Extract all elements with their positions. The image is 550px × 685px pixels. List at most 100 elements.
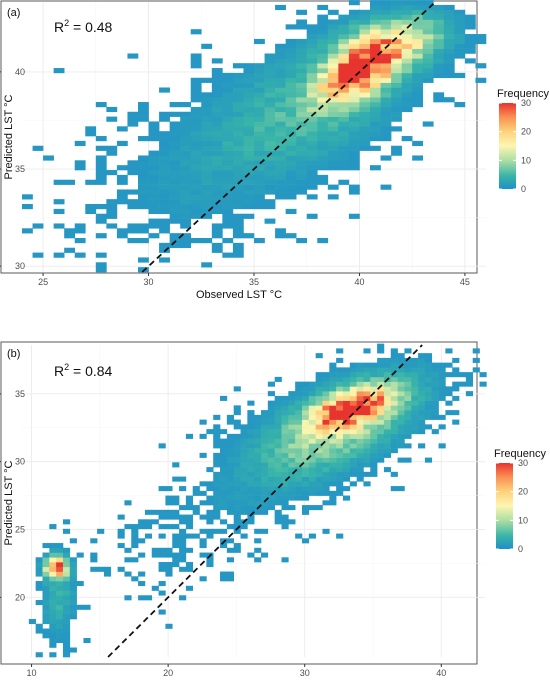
heat-bin [169, 131, 181, 137]
heat-bin [329, 429, 337, 435]
heat-bin [232, 218, 244, 224]
heat-bin [329, 391, 337, 397]
heat-bin [317, 155, 329, 161]
heat-bin [138, 102, 149, 108]
heat-bin [243, 111, 255, 117]
heat-bin [356, 381, 364, 387]
heat-bin [370, 405, 378, 411]
heat-bin [412, 38, 424, 45]
heat-bin [342, 386, 351, 392]
heat-bin [363, 438, 371, 444]
heat-bin [322, 391, 330, 397]
heat-bin [274, 438, 282, 444]
x-tick-label: 30 [144, 277, 154, 287]
heat-bin [431, 362, 439, 368]
heat-bin [180, 184, 192, 190]
heat-bin [254, 443, 262, 449]
heat-bin [342, 381, 351, 387]
heat-bin [243, 155, 255, 161]
heat-bin [169, 194, 181, 200]
heat-bin [327, 126, 339, 132]
heat-bin [62, 638, 71, 644]
heat-bin [308, 414, 316, 420]
heat-bin [443, 14, 455, 20]
heat-bin [349, 414, 357, 420]
heat-bin [329, 433, 337, 439]
heat-bin [281, 433, 289, 439]
heat-bin [359, 82, 371, 88]
heat-bin [315, 372, 323, 378]
heat-bin [103, 571, 112, 577]
heat-bin [412, 34, 424, 40]
heat-bin [32, 223, 44, 229]
heat-bin [404, 419, 412, 425]
heat-bin [359, 9, 371, 15]
heat-bin [329, 414, 337, 420]
heat-bin [267, 471, 275, 477]
heat-bin [380, 106, 392, 113]
heat-bin [179, 514, 187, 520]
heat-bin [380, 82, 392, 88]
heat-bin [296, 116, 308, 122]
heat-bin [370, 14, 381, 20]
heat-bin [281, 395, 289, 401]
heat-bin [338, 38, 350, 45]
heat-bin [254, 77, 265, 83]
heat-bin [295, 471, 303, 477]
heat-bin [380, 53, 392, 59]
heat-bin [53, 199, 65, 205]
heat-bin [317, 58, 329, 64]
heat-bin [359, 68, 371, 74]
heat-bin [322, 481, 330, 487]
r-symbol: R [54, 19, 64, 35]
heat-bin [127, 160, 139, 166]
heat-bin [275, 111, 286, 117]
heat-bin [190, 116, 202, 122]
heat-bin [172, 495, 180, 501]
heat-bin [243, 204, 255, 210]
heat-bin [172, 476, 180, 482]
heat-bin [401, 63, 413, 69]
heat-bin [144, 524, 153, 530]
heat-bin [159, 160, 170, 166]
heat-bin [348, 150, 360, 156]
heat-bin [315, 433, 323, 439]
heat-bin [222, 72, 234, 79]
heat-bin [35, 562, 43, 568]
heat-bin [338, 165, 350, 171]
heat-bin [254, 179, 265, 185]
heat-bin [42, 562, 50, 568]
heat-bin [247, 552, 255, 558]
heat-bin [370, 400, 378, 406]
heat-bin [422, 19, 434, 25]
heat-bin [275, 165, 286, 171]
heat-bin [401, 58, 413, 64]
heat-bin [363, 395, 371, 401]
heat-bin [190, 77, 202, 83]
heat-bin [240, 452, 248, 458]
heat-bin [213, 509, 221, 515]
heat-bin [404, 391, 412, 397]
heat-bin [254, 145, 265, 151]
heat-bin [275, 170, 286, 176]
heat-bin [327, 97, 339, 103]
heat-bin [308, 429, 316, 435]
heat-bin [336, 410, 344, 416]
heat-bin [288, 467, 296, 473]
heat-bin [315, 395, 323, 401]
heat-bin [267, 490, 275, 496]
heat-bin [90, 538, 98, 544]
heat-bin [49, 571, 57, 577]
heat-bin [222, 131, 234, 137]
heat-bin [222, 208, 234, 215]
heat-bin [106, 150, 118, 156]
heat-bin [418, 424, 426, 430]
heat-bin [117, 566, 125, 572]
heat-bin [131, 538, 139, 544]
heat-bin [404, 357, 412, 363]
heat-bin [315, 386, 323, 392]
x-tick-label: 40 [436, 668, 446, 678]
heat-bin [404, 376, 412, 382]
heat-bin [418, 395, 426, 401]
heat-bin [370, 43, 381, 49]
